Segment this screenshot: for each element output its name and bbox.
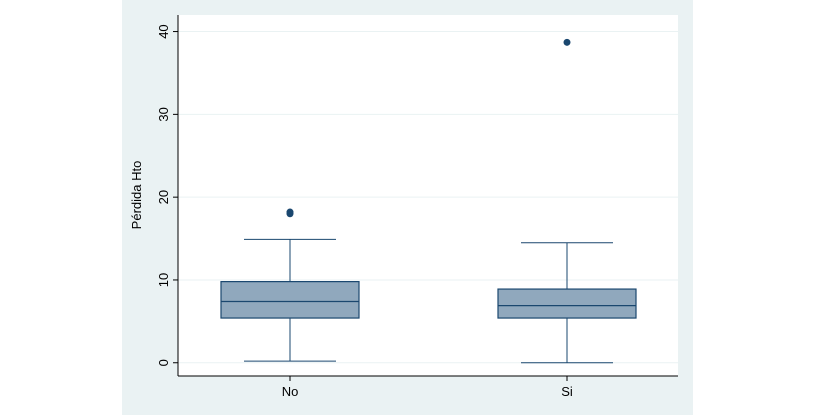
y-tick-label: 10	[156, 273, 171, 287]
axes	[177, 15, 678, 377]
box-iqr	[220, 281, 360, 319]
x-ticks: No Si	[282, 376, 573, 399]
plot-area	[178, 15, 678, 376]
x-tick-label: Si	[561, 384, 573, 399]
chart-container: 0 10 20 30 40 No Si Pérdida Hto	[122, 0, 693, 415]
y-ticks: 0 10 20 30 40	[156, 24, 178, 366]
boxplot-chart: 0 10 20 30 40 No Si Pérdida Hto	[122, 0, 693, 415]
x-tick-label: No	[282, 384, 299, 399]
box-group-no	[220, 208, 360, 362]
y-tick-label: 20	[156, 190, 171, 204]
y-tick-label: 30	[156, 107, 171, 121]
box-group-si	[497, 38, 637, 364]
box-iqr	[497, 288, 637, 319]
boxes	[220, 38, 637, 364]
y-axis-label: Pérdida Hto	[129, 161, 144, 230]
y-tick-label: 40	[156, 24, 171, 38]
outlier-point	[563, 38, 571, 46]
y-tick-label: 0	[156, 359, 171, 366]
outlier-point	[286, 208, 294, 216]
